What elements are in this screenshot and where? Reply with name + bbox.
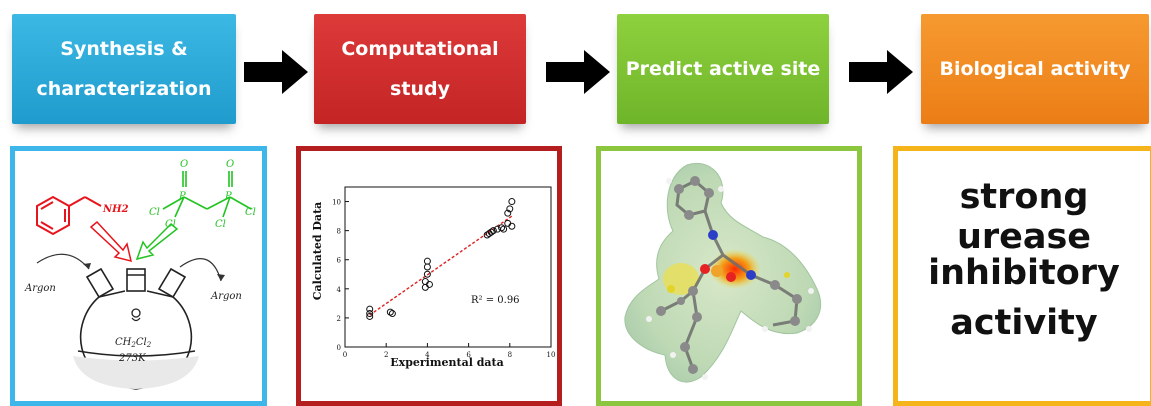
correlation-chart: Calculated Data Experimental data R² = 0… <box>311 186 556 369</box>
result-line-3: activity <box>950 303 1098 343</box>
step-biological-box: Biological activity <box>921 14 1149 124</box>
flow-arrow-icon <box>849 50 913 94</box>
chart-y-axis-label: Calculated Data <box>311 202 324 301</box>
stir-bar-icon <box>131 308 141 322</box>
chart-y-tick-label: 2 <box>337 315 341 323</box>
chart-x-tick-label: 8 <box>508 351 512 359</box>
chart-fit-line <box>369 215 513 316</box>
amine-label: NH2 <box>102 204 129 215</box>
chart-point <box>493 225 501 233</box>
step-synthesis-line1: Synthesis & <box>60 38 188 60</box>
step-synthesis-line2: characterization <box>36 78 212 100</box>
oxygen-label: O <box>180 159 188 170</box>
chart-point <box>386 308 394 316</box>
step-computational-box: Computational study <box>314 14 526 124</box>
activity-result-panel: strong urease inhibitory activity <box>893 146 1151 406</box>
chart-y-tick-label: 10 <box>332 199 341 207</box>
chart-point <box>508 198 516 206</box>
chart-point <box>366 310 374 318</box>
chart-point <box>487 228 495 236</box>
chart-point <box>423 263 431 271</box>
chart-y-tick-label: 6 <box>337 257 342 265</box>
chart-x-tick-label: 2 <box>384 351 388 359</box>
argon-in-arrow-icon <box>36 253 90 270</box>
chart-point <box>421 278 429 286</box>
phosphorus-label: P <box>178 191 186 202</box>
argon-out-arrow-icon <box>179 258 222 282</box>
computational-chart-panel: Calculated Data Experimental data R² = 0… <box>296 146 562 406</box>
chart-point <box>425 280 433 288</box>
step-biological-label: Biological activity <box>939 58 1131 80</box>
chart-x-axis-label: Experimental data <box>390 356 504 369</box>
chart-point <box>498 224 506 232</box>
temperature-label: 273K <box>118 353 146 364</box>
active-site-panel <box>596 146 862 406</box>
chart-point <box>423 257 431 265</box>
chart-point <box>504 219 512 227</box>
step-synthesis-box: Synthesis & characterization <box>12 14 236 124</box>
chart-point <box>423 270 431 278</box>
result-line-2: inhibitory <box>928 253 1120 293</box>
step-predict-box: Predict active site <box>617 14 829 124</box>
chart-y-tick-label: 8 <box>337 228 341 236</box>
chart-point <box>366 312 374 320</box>
chart-x-tick-label: 10 <box>547 351 556 359</box>
bisphosphonyl-chloride-structure <box>162 171 252 218</box>
chart-point <box>506 205 514 213</box>
chart-x-tick-label: 0 <box>343 351 347 359</box>
chlorine-label: Cl <box>215 219 226 230</box>
chart-y-tick-label: 4 <box>337 286 342 294</box>
chart-point <box>500 225 508 233</box>
chart-y-tick-label: 0 <box>337 344 341 352</box>
chart-point <box>388 310 396 318</box>
chart-x-tick-label: 4 <box>425 351 430 359</box>
chart-point <box>508 222 516 230</box>
step-computational-line1: Computational <box>341 38 499 60</box>
phosphorus-label: P <box>224 191 232 202</box>
synthesis-scheme: NH2 O O P P Cl Cl Cl Cl Argon Argon <box>24 159 256 390</box>
chart-point <box>489 227 497 235</box>
chart-x-tick-label: 6 <box>466 351 471 359</box>
chart-point <box>366 305 374 313</box>
solvent-label: CH2Cl2 <box>115 337 152 349</box>
add-arrow-red-icon <box>89 220 133 263</box>
chart-point <box>421 283 429 291</box>
chart-plot-frame <box>344 186 552 348</box>
step-computational-line2: study <box>390 78 450 100</box>
synthesis-panel: NH2 O O P P Cl Cl Cl Cl Argon Argon <box>10 146 267 406</box>
flow-arrow-icon <box>546 50 610 94</box>
chlorine-label: Cl <box>149 207 160 218</box>
chart-r-squared-label: R² = 0.96 <box>471 295 520 306</box>
chart-point <box>504 209 512 217</box>
result-line-1: strong urease <box>956 177 1092 257</box>
add-arrow-green-icon <box>135 222 179 261</box>
step-predict-label: Predict active site <box>625 58 821 80</box>
atoms <box>646 176 814 380</box>
chlorine-label: Cl <box>245 207 256 218</box>
benzylamine-structure <box>36 195 102 236</box>
argon-right-label: Argon <box>210 291 242 302</box>
esp-map-image <box>624 162 822 383</box>
oxygen-label: O <box>226 159 234 170</box>
argon-left-label: Argon <box>24 283 56 294</box>
flow-arrow-icon <box>244 50 308 94</box>
